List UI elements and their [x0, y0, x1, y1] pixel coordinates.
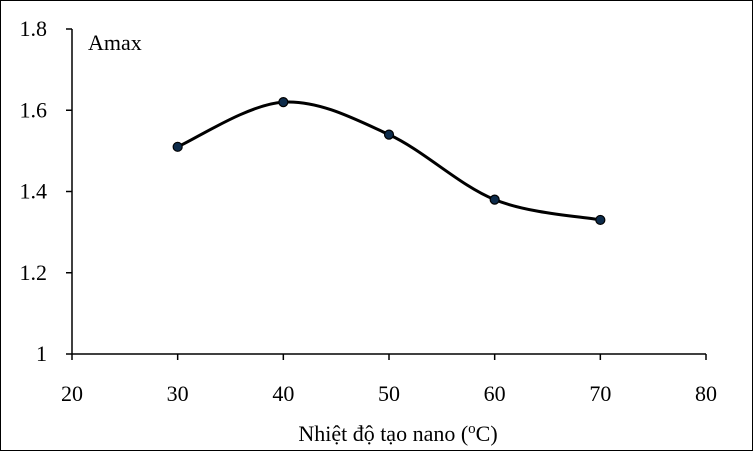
x-tick-label: 70 [589, 381, 611, 406]
y-tick-label: 1.8 [20, 16, 48, 41]
x-axis-title-sup: o [468, 421, 476, 437]
y-tick-label: 1.6 [20, 97, 48, 122]
data-point [278, 97, 289, 108]
axes [66, 28, 707, 360]
x-tick-label: 60 [484, 381, 506, 406]
x-tick-label: 20 [61, 381, 83, 406]
x-axis-title-tail: C) [476, 421, 498, 446]
x-tick-label: 40 [272, 381, 294, 406]
data-point [383, 129, 395, 140]
y-tick-label: 1 [36, 341, 47, 366]
x-tick-label: 80 [695, 381, 717, 406]
data-point [489, 194, 500, 205]
x-axis-title: Nhiệt độ tạo nano (oC) [298, 421, 497, 446]
y-tick-label: 1.4 [20, 179, 48, 204]
data-point [595, 214, 606, 226]
series-markers [172, 97, 606, 226]
data-point [172, 141, 183, 152]
series-line-amax [177, 100, 601, 222]
x-tick-label: 50 [378, 381, 400, 406]
y-tick-label: 1.2 [20, 260, 48, 285]
series-label-amax: Amax [88, 30, 142, 55]
x-tick-label: 30 [167, 381, 189, 406]
tick-labels: 1 1.2 1.4 1.6 1.8 20 30 40 50 60 70 80 [20, 16, 718, 406]
x-axis-title-main: Nhiệt độ tạo nano ( [298, 421, 468, 446]
